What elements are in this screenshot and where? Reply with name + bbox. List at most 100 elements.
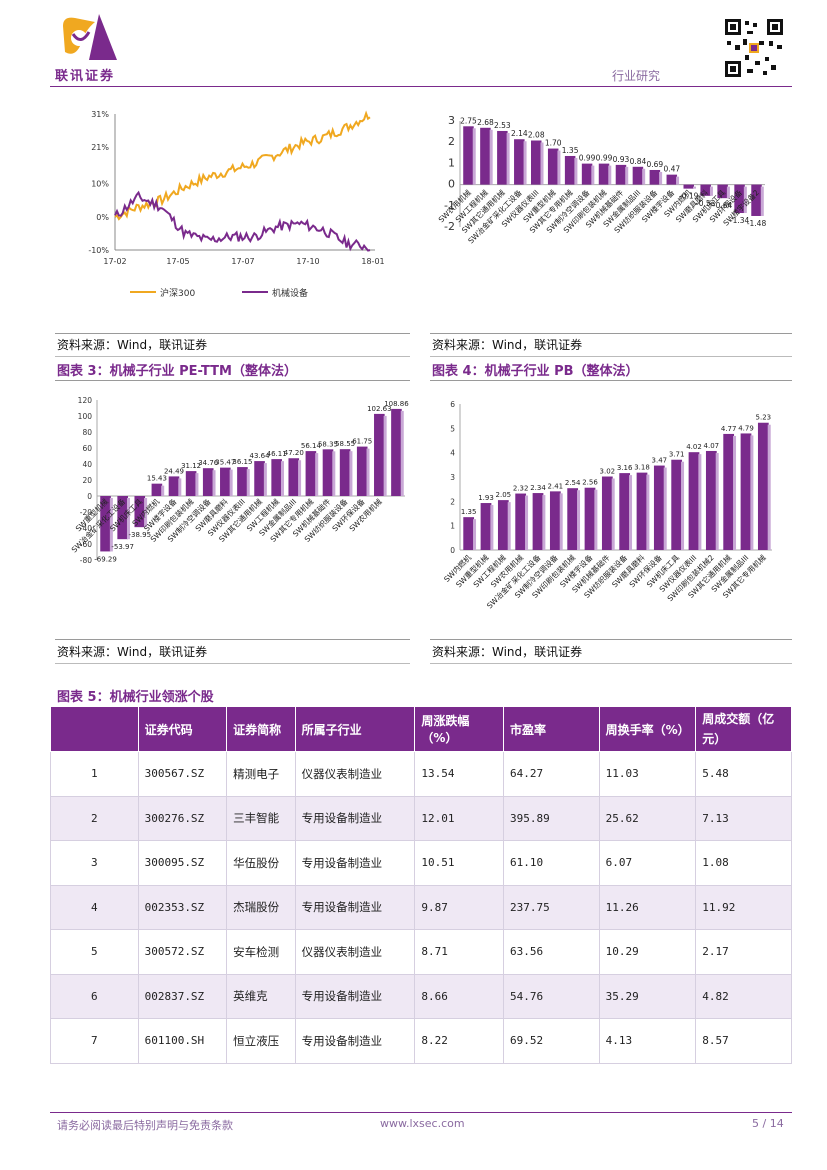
table-cell: 专用设备制造业 xyxy=(294,973,416,1019)
table-cell: 5 xyxy=(50,929,139,975)
y-tick-label: -10% xyxy=(88,246,109,255)
data-label: 5.23 xyxy=(756,414,772,422)
table-cell: 7.13 xyxy=(695,795,792,841)
y-tick-label: 40 xyxy=(82,460,92,469)
y-tick-label: 60 xyxy=(82,444,92,453)
table-row: 3 300095.SZ 华伍股份 专用设备制造业 10.51 61.10 6.07 1.08 xyxy=(50,840,792,886)
divider xyxy=(55,380,410,381)
divider xyxy=(55,639,410,640)
data-label: 3.47 xyxy=(652,457,668,465)
y-tick-label: 0 xyxy=(450,546,455,555)
y-tick-label: 4 xyxy=(450,449,455,458)
bar-shadow xyxy=(676,176,680,185)
bar-shadow xyxy=(298,460,302,496)
table-row: 4 002353.SZ 杰瑞股份 专用设备制造业 9.87 237.75 11.26 11.9… xyxy=(50,884,792,930)
bar-shadow xyxy=(681,461,685,550)
table-cell: 12.01 xyxy=(414,795,505,841)
table-cell: 精测电子 xyxy=(226,751,296,797)
y-tick-label: 10% xyxy=(91,180,109,189)
bar xyxy=(584,487,596,550)
bar xyxy=(530,140,542,185)
table-cell: 华伍股份 xyxy=(226,840,296,886)
table-cell: 专用设备制造业 xyxy=(294,840,416,886)
bar xyxy=(254,461,265,496)
bar-shadow xyxy=(489,129,493,185)
table-cell: 5.48 xyxy=(695,751,792,797)
table-cell: 1.08 xyxy=(695,840,792,886)
divider xyxy=(55,663,410,664)
bar-shadow xyxy=(646,474,650,550)
col-header: 周涨跌幅（%） xyxy=(414,706,505,752)
bar-shadow xyxy=(629,475,633,550)
bar xyxy=(671,459,683,550)
table-row: 7 601100.SH 恒立液压 专用设备制造业 8.22 69.52 4.13 8.57 xyxy=(50,1018,792,1064)
table-cell: 300567.SZ xyxy=(137,751,228,797)
table-cell: 8.22 xyxy=(414,1018,505,1064)
y-tick-label: -60 xyxy=(80,540,92,549)
footer-url[interactable]: www.lxsec.com xyxy=(380,1117,465,1130)
bar xyxy=(100,496,111,552)
col-header: 证券代码 xyxy=(137,706,228,752)
table-row: 5 300572.SZ 安车检测 仪器仪表制造业 8.71 63.56 10.29 2.17 xyxy=(50,929,792,975)
bar xyxy=(237,467,248,496)
table-header-row: 证券代码 证券简称 所属子行业 周涨跌幅（%） 市盈率 周换手率（%） 周成交额… xyxy=(50,706,792,752)
data-label: 2.32 xyxy=(513,485,529,493)
bar xyxy=(632,166,644,185)
bar xyxy=(514,139,525,185)
bar-shadow xyxy=(366,448,370,496)
bar-shadow xyxy=(743,186,747,214)
bar xyxy=(636,472,648,550)
data-label: 58.35 xyxy=(318,440,338,448)
company-logo xyxy=(55,12,125,64)
footer-rule xyxy=(50,1112,792,1113)
bar xyxy=(356,446,368,496)
table-cell: 9.87 xyxy=(414,884,505,930)
table-cell: 4.82 xyxy=(695,973,792,1019)
bar xyxy=(700,184,711,196)
col-header xyxy=(50,706,139,752)
divider xyxy=(430,356,792,357)
bar-shadow xyxy=(625,166,629,185)
table-cell: 杰瑞股份 xyxy=(226,884,296,930)
data-label: 34.76 xyxy=(198,459,219,467)
source-note: 资料来源：Wind，联讯证券 xyxy=(432,338,583,352)
data-label: 0.99 xyxy=(596,154,613,163)
bar-shadow xyxy=(349,451,353,496)
series-line-machinery xyxy=(114,190,371,252)
header-rule xyxy=(50,86,792,87)
data-label: 0.69 xyxy=(647,160,664,169)
y-tick-label: 3 xyxy=(448,114,455,127)
table-row: 1 300567.SZ 精测电子 仪器仪表制造业 13.54 64.27 11.03 5.48 xyxy=(50,751,792,797)
y-tick-label: 2 xyxy=(450,497,455,506)
y-tick-label: 1 xyxy=(450,522,455,531)
data-label: 0.84 xyxy=(630,157,647,166)
bar-shadow xyxy=(611,478,615,550)
bar xyxy=(288,458,300,496)
bar xyxy=(220,467,231,496)
bar xyxy=(740,433,752,550)
y-tick-label: 20 xyxy=(82,476,92,485)
y-tick-label: -2 xyxy=(444,220,455,233)
table-cell: 10.51 xyxy=(414,840,505,886)
bar xyxy=(688,452,700,550)
data-label: -0.53 xyxy=(696,199,716,208)
source-note: 资料来源：Wind，联讯证券 xyxy=(432,645,583,659)
table-cell: 2 xyxy=(50,795,139,841)
bar-shadow xyxy=(473,519,477,550)
y-tick-label: -80 xyxy=(80,556,92,565)
y-tick-label: 31% xyxy=(91,110,109,119)
data-label: 2.14 xyxy=(511,129,528,138)
data-label: 0.99 xyxy=(579,154,596,163)
bar xyxy=(515,493,527,550)
bar xyxy=(391,408,402,496)
bar xyxy=(305,451,317,496)
table-cell: 11.92 xyxy=(695,884,792,930)
table-cell: 8.71 xyxy=(414,929,505,975)
y-tick-label: 1 xyxy=(448,156,455,169)
data-label: 4.02 xyxy=(686,443,702,451)
data-label: 4.79 xyxy=(738,424,754,432)
figure-title: 图表 5：机械行业领涨个股 xyxy=(57,690,214,705)
data-label: 43.64 xyxy=(250,452,271,460)
y-tick-label: 120 xyxy=(78,396,93,405)
data-label: 2.53 xyxy=(494,121,511,130)
